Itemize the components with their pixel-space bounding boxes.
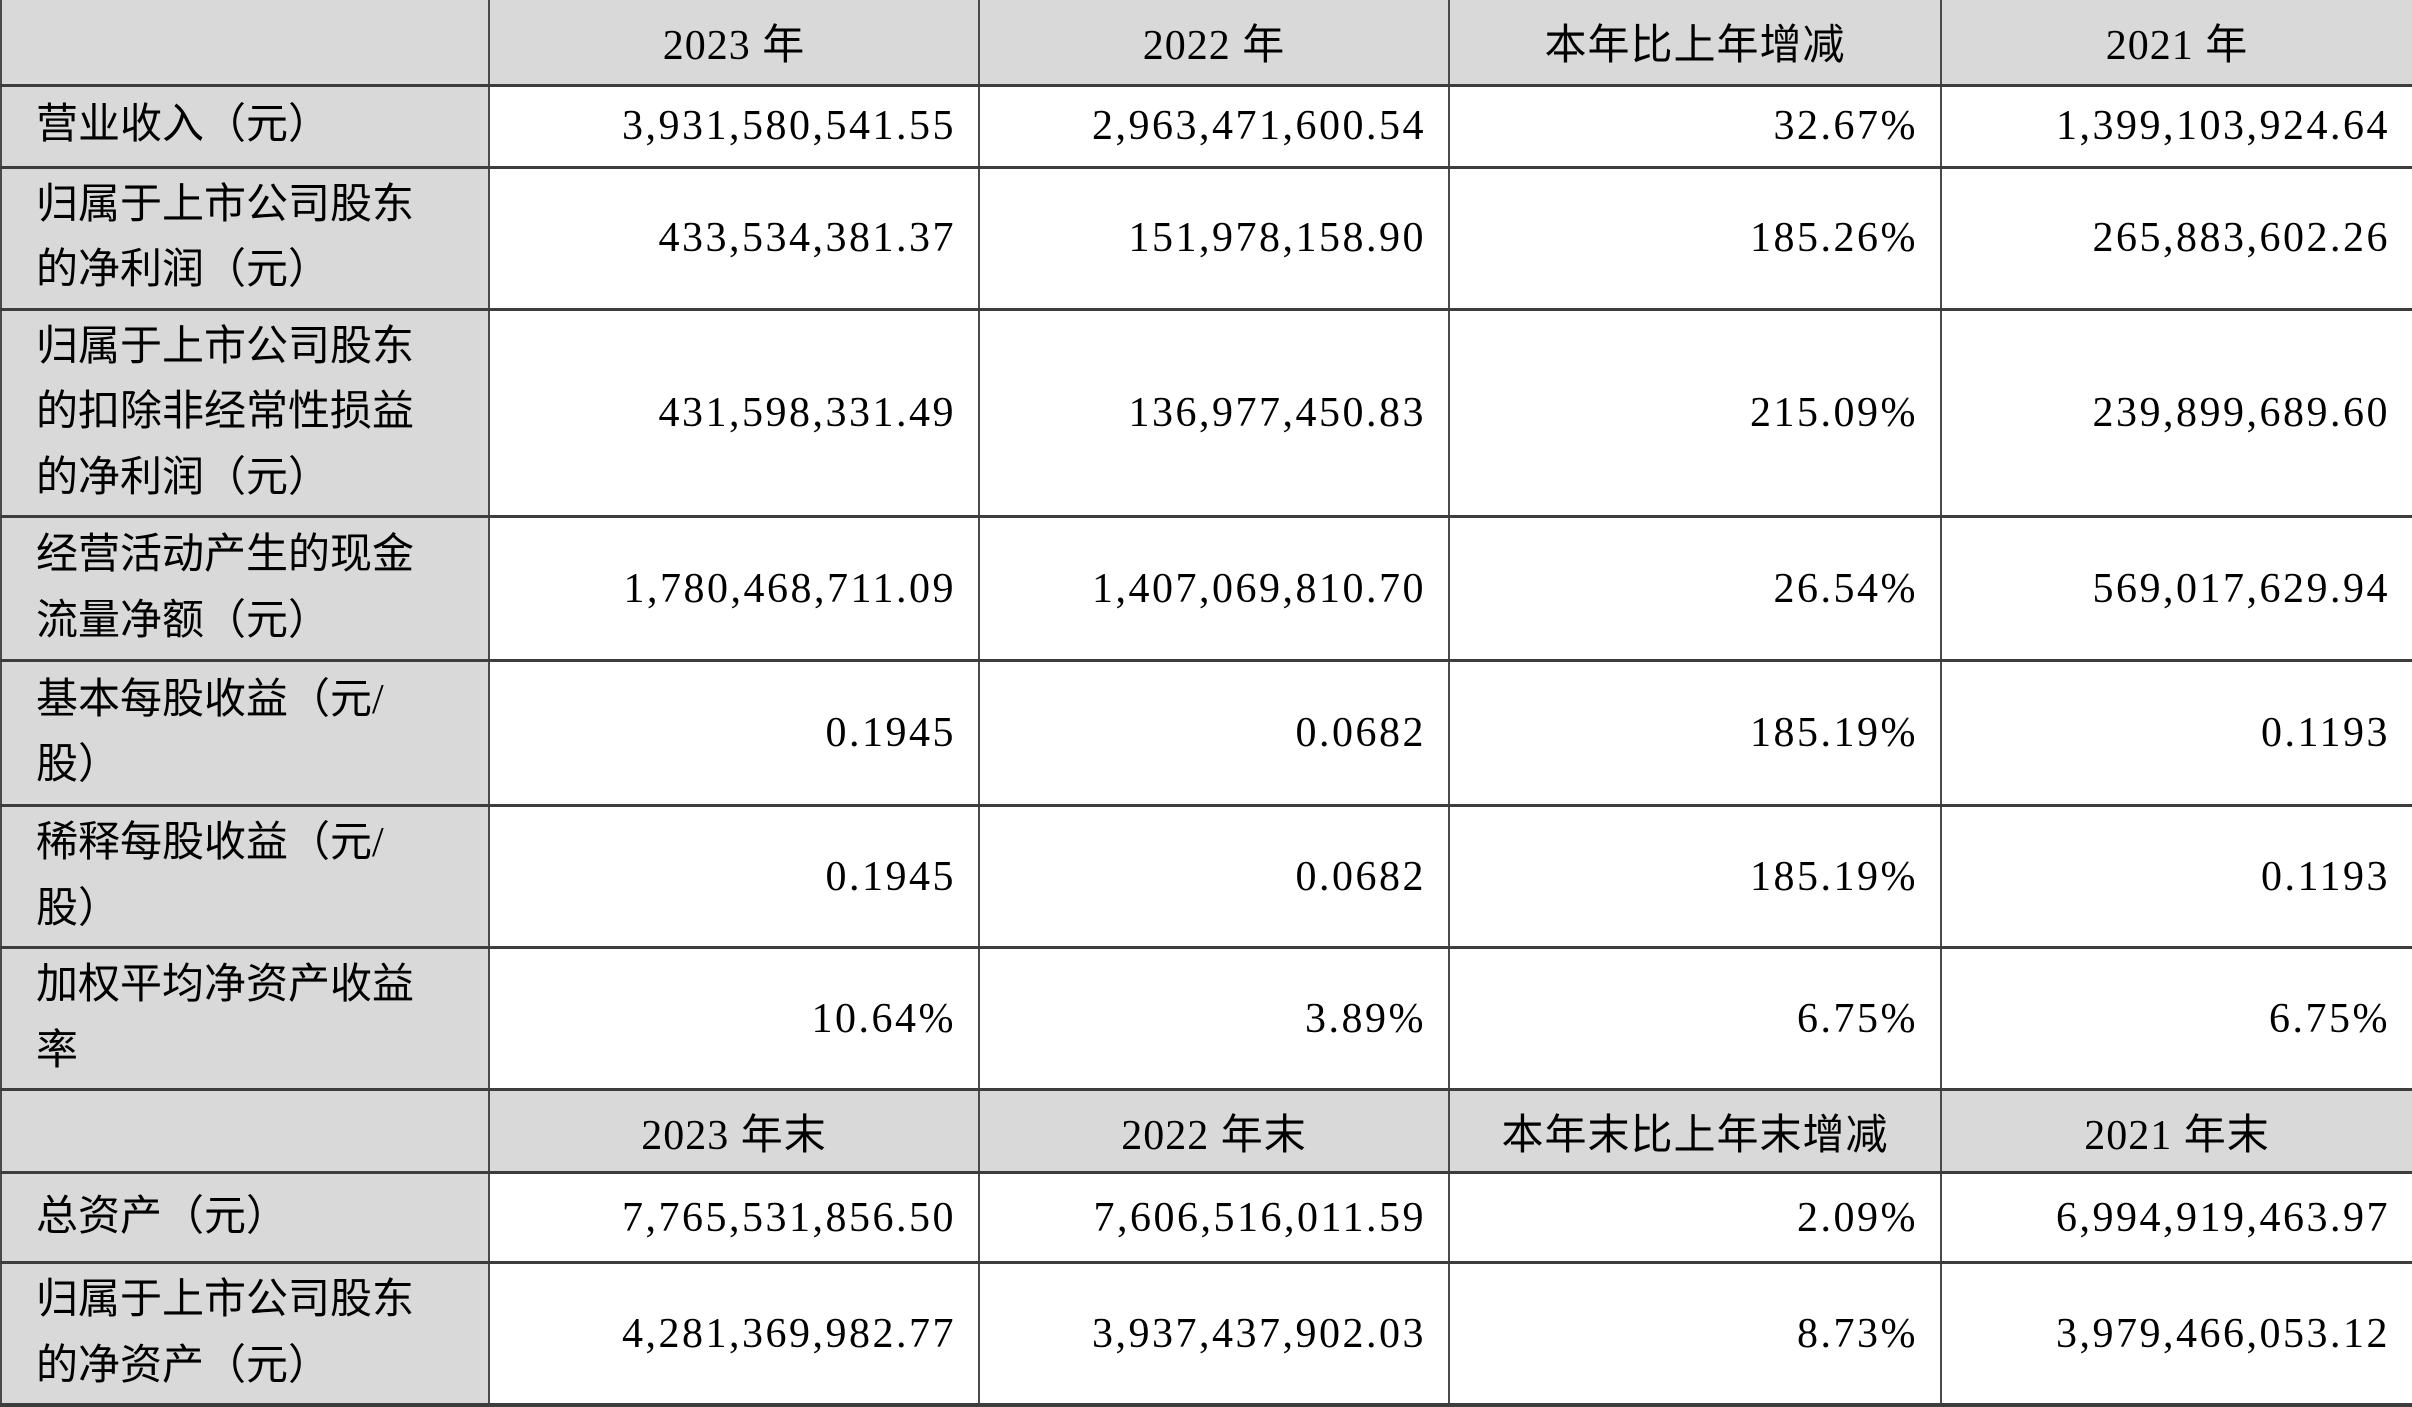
table-row-net-assets: 归属于上市公司股东的净资产（元） 4,281,369,982.77 3,937,… xyxy=(0,1261,2412,1407)
value-yoy-change: 185.26% xyxy=(1448,165,1942,311)
value-2021: 265,883,602.26 xyxy=(1940,165,2412,311)
period-header-row: 2023 年 2022 年 本年比上年增减 2021 年 xyxy=(0,0,2412,87)
header-yoy-change: 本年比上年增减 xyxy=(1448,0,1942,87)
value-2022: 3.89% xyxy=(978,946,1450,1092)
row-label: 稀释每股收益（元/股） xyxy=(0,804,490,950)
value-yoy-change: 6.75% xyxy=(1448,946,1942,1092)
value-2022: 7,606,516,011.59 xyxy=(978,1171,1450,1265)
row-label: 经营活动产生的现金流量净额（元） xyxy=(0,515,490,663)
header-2022-end: 2022 年末 xyxy=(978,1088,1450,1175)
header-2022: 2022 年 xyxy=(978,0,1450,87)
header-2021-end: 2021 年末 xyxy=(1940,1088,2412,1175)
value-2023: 3,931,580,541.55 xyxy=(488,83,980,169)
header-2023: 2023 年 xyxy=(488,0,980,87)
value-yoy-change: 8.73% xyxy=(1448,1261,1942,1407)
value-2021: 239,899,689.60 xyxy=(1940,307,2412,519)
value-2022: 151,978,158.90 xyxy=(978,165,1450,311)
table-row-net-profit: 归属于上市公司股东的净利润（元） 433,534,381.37 151,978,… xyxy=(0,165,2412,311)
value-2023: 431,598,331.49 xyxy=(488,307,980,519)
value-2023: 0.1945 xyxy=(488,804,980,950)
value-2023: 1,780,468,711.09 xyxy=(488,515,980,663)
value-2023: 4,281,369,982.77 xyxy=(488,1261,980,1407)
table-row-basic-eps: 基本每股收益（元/股） 0.1945 0.0682 185.19% 0.1193 xyxy=(0,659,2412,808)
header-2021: 2021 年 xyxy=(1940,0,2412,87)
value-2022: 136,977,450.83 xyxy=(978,307,1450,519)
table-row-operating-revenue: 营业收入（元） 3,931,580,541.55 2,963,471,600.5… xyxy=(0,83,2412,169)
header-year-end-change: 本年末比上年末增减 xyxy=(1448,1088,1942,1175)
value-2023: 10.64% xyxy=(488,946,980,1092)
value-2023: 0.1945 xyxy=(488,659,980,808)
value-yoy-change: 185.19% xyxy=(1448,659,1942,808)
value-2023: 7,765,531,856.50 xyxy=(488,1171,980,1265)
value-2021: 6.75% xyxy=(1940,946,2412,1092)
value-yoy-change: 215.09% xyxy=(1448,307,1942,519)
value-2022: 2,963,471,600.54 xyxy=(978,83,1450,169)
row-label: 归属于上市公司股东的扣除非经常性损益的净利润（元） xyxy=(0,307,490,519)
row-label: 总资产（元） xyxy=(0,1171,490,1265)
row-label: 归属于上市公司股东的净利润（元） xyxy=(0,165,490,311)
table-row-weighted-avg-roe: 加权平均净资产收益率 10.64% 3.89% 6.75% 6.75% xyxy=(0,946,2412,1092)
value-2022: 3,937,437,902.03 xyxy=(978,1261,1450,1407)
table-row-operating-cash-flow: 经营活动产生的现金流量净额（元） 1,780,468,711.09 1,407,… xyxy=(0,515,2412,663)
table-row-net-profit-excl-nonrecurring: 归属于上市公司股东的扣除非经常性损益的净利润（元） 431,598,331.49… xyxy=(0,307,2412,519)
value-2022: 0.0682 xyxy=(978,659,1450,808)
row-label: 基本每股收益（元/股） xyxy=(0,659,490,808)
value-yoy-change: 2.09% xyxy=(1448,1171,1942,1265)
value-2022: 0.0682 xyxy=(978,804,1450,950)
value-2021: 1,399,103,924.64 xyxy=(1940,83,2412,169)
row-label: 加权平均净资产收益率 xyxy=(0,946,490,1092)
value-2021: 3,979,466,053.12 xyxy=(1940,1261,2412,1407)
value-2021: 569,017,629.94 xyxy=(1940,515,2412,663)
value-2021: 6,994,919,463.97 xyxy=(1940,1171,2412,1265)
value-yoy-change: 26.54% xyxy=(1448,515,1942,663)
value-yoy-change: 32.67% xyxy=(1448,83,1942,169)
value-2023: 433,534,381.37 xyxy=(488,165,980,311)
value-2021: 0.1193 xyxy=(1940,804,2412,950)
header-empty-cell xyxy=(0,0,490,87)
header-2023-end: 2023 年末 xyxy=(488,1088,980,1175)
value-2021: 0.1193 xyxy=(1940,659,2412,808)
value-2022: 1,407,069,810.70 xyxy=(978,515,1450,663)
header-empty-cell xyxy=(0,1088,490,1175)
value-yoy-change: 185.19% xyxy=(1448,804,1942,950)
row-label: 营业收入（元） xyxy=(0,83,490,169)
table-row-diluted-eps: 稀释每股收益（元/股） 0.1945 0.0682 185.19% 0.1193 xyxy=(0,804,2412,950)
row-label: 归属于上市公司股东的净资产（元） xyxy=(0,1261,490,1407)
period-end-header-row: 2023 年末 2022 年末 本年末比上年末增减 2021 年末 xyxy=(0,1088,2412,1175)
table-row-total-assets: 总资产（元） 7,765,531,856.50 7,606,516,011.59… xyxy=(0,1171,2412,1265)
